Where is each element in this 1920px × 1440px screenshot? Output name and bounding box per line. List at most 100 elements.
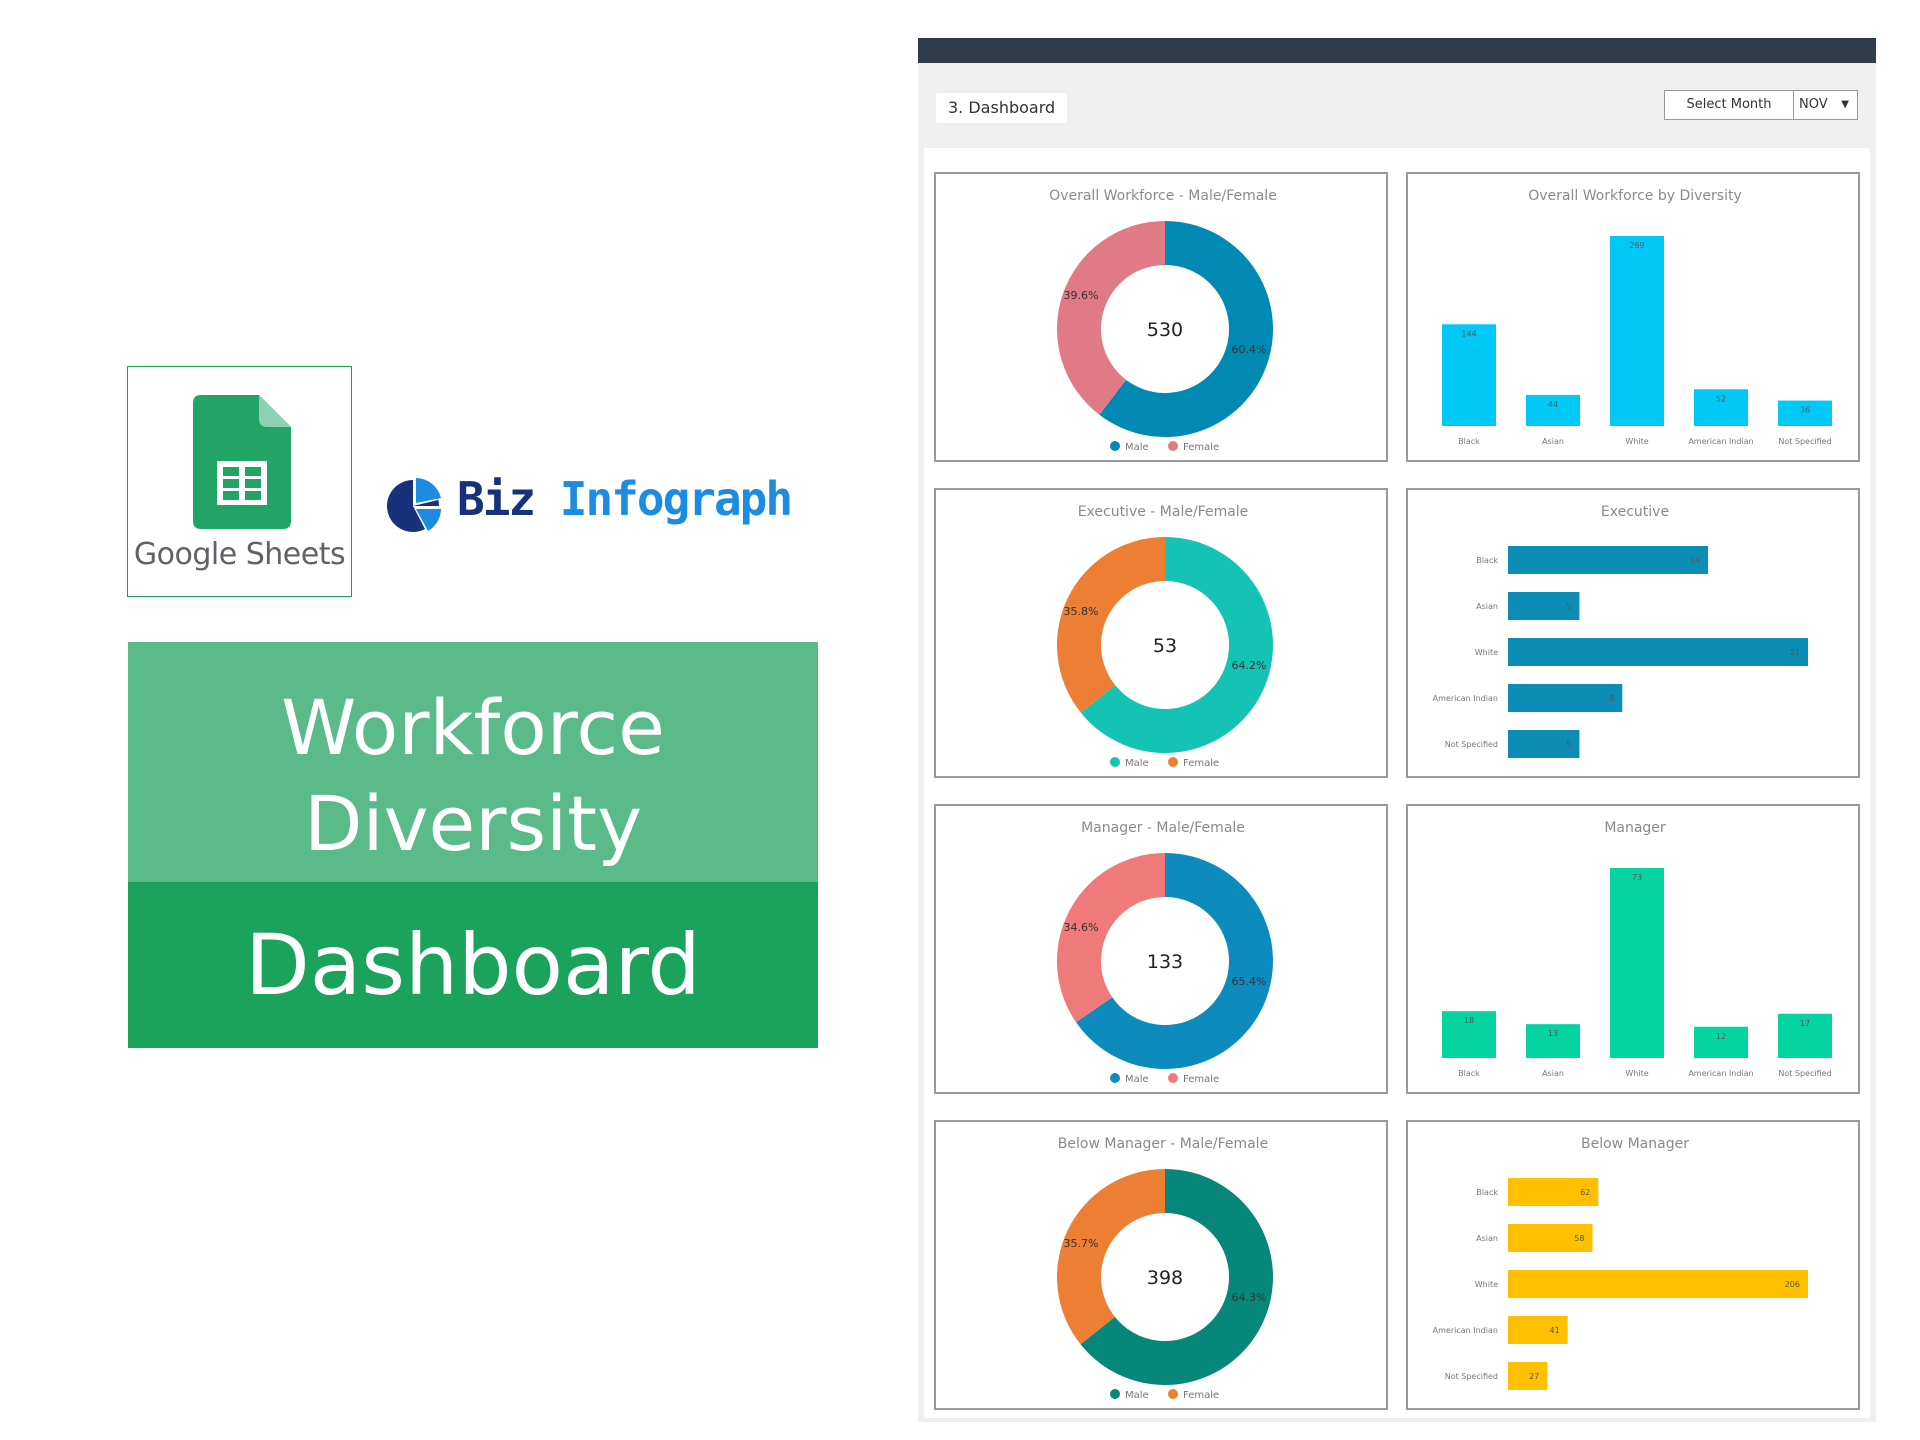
category-label: American Indian bbox=[1433, 1326, 1498, 1335]
chart-panel-overall-gender: Overall Workforce - Male/Female 60.4% 39.6… bbox=[934, 172, 1388, 462]
chart-panel-below-diversity: Below Manager Black 62 Asian 58 White 206 Ameri… bbox=[1406, 1120, 1860, 1410]
donut-slice-female bbox=[1057, 537, 1165, 713]
chart-panel-below-gender: Below Manager - Male/Female 64.3% 35.7% 398… bbox=[934, 1120, 1388, 1410]
donut-slice-female bbox=[1057, 1169, 1165, 1345]
category-label: Not Specified bbox=[1445, 1372, 1498, 1381]
chart-title: Executive bbox=[1601, 504, 1669, 520]
chart-title: Executive - Male/Female bbox=[1078, 504, 1249, 520]
month-selector-value[interactable]: NOV bbox=[1799, 97, 1828, 112]
month-selector-label: Select Month bbox=[1665, 91, 1794, 119]
chart-title: Overall Workforce - Male/Female bbox=[1049, 188, 1277, 204]
slice-percent-label: 35.7% bbox=[1064, 1237, 1099, 1250]
donut-center-total: 530 bbox=[1147, 319, 1183, 341]
month-selector[interactable]: Select Month NOV ▼ bbox=[1664, 90, 1858, 120]
bar bbox=[1508, 684, 1623, 712]
donut-slice-female bbox=[1057, 221, 1165, 415]
category-label: Not Specified bbox=[1445, 740, 1498, 749]
legend-male-label: Male bbox=[1125, 442, 1149, 453]
sheet-tab-dashboard[interactable]: 3. Dashboard bbox=[936, 93, 1068, 123]
chart-svg: Overall Workforce - Male/Female 60.4% 39.6… bbox=[1049, 188, 1277, 453]
title-banner-bottom: Dashboard bbox=[128, 882, 818, 1048]
biz-infograph-logo: Biz Infograph bbox=[385, 472, 793, 532]
bar-value-label: 73 bbox=[1632, 873, 1642, 882]
category-label: Black bbox=[1476, 556, 1498, 565]
dashboard-screenshot: 3. Dashboard Select Month NOV ▼ Overall … bbox=[918, 38, 1876, 1422]
bar bbox=[1778, 1013, 1832, 1058]
legend-male-marker bbox=[1110, 1389, 1120, 1399]
slice-percent-label: 64.3% bbox=[1232, 1291, 1267, 1304]
category-label: Not Specified bbox=[1778, 437, 1831, 446]
legend-male-label: Male bbox=[1125, 758, 1149, 769]
title-dashboard: Dashboard bbox=[245, 916, 701, 1014]
bar bbox=[1526, 1024, 1580, 1058]
slice-percent-label: 65.4% bbox=[1232, 975, 1267, 988]
spreadsheet-file-icon bbox=[193, 395, 291, 529]
bar bbox=[1508, 546, 1708, 574]
legend-female-marker bbox=[1168, 757, 1178, 767]
bar-value-label: 12 bbox=[1716, 1032, 1726, 1041]
bar bbox=[1694, 389, 1748, 426]
donut-slice-male bbox=[1099, 221, 1273, 437]
donut-slice-male bbox=[1080, 537, 1273, 753]
bar bbox=[1508, 1362, 1548, 1390]
slice-percent-label: 34.6% bbox=[1064, 921, 1099, 934]
bar-value-label: 18 bbox=[1464, 1016, 1474, 1025]
brand-word-infograph: Infograph bbox=[559, 472, 793, 526]
bar-value-label: 8 bbox=[1609, 694, 1614, 703]
chart-svg: Executive - Male/Female 64.2% 35.8% 53 Male F… bbox=[1057, 504, 1273, 769]
legend-male-marker bbox=[1110, 1073, 1120, 1083]
google-sheets-label: Google Sheets bbox=[133, 537, 346, 572]
bar bbox=[1508, 730, 1580, 758]
bar-value-label: 41 bbox=[1550, 1326, 1560, 1335]
bar-value-label: 5 bbox=[1566, 602, 1571, 611]
bar bbox=[1508, 1178, 1599, 1206]
legend-male-marker bbox=[1110, 441, 1120, 451]
google-sheets-logo: Google Sheets bbox=[127, 366, 352, 597]
donut-slice-male bbox=[1080, 1169, 1273, 1385]
slice-percent-label: 35.8% bbox=[1064, 605, 1099, 618]
category-label: American Indian bbox=[1688, 1069, 1753, 1078]
slice-percent-label: 64.2% bbox=[1232, 659, 1267, 672]
chart-svg: Overall Workforce by Diversity 144 Black 44… bbox=[1442, 188, 1832, 446]
chart-svg: Executive Black 14 Asian 5 White 21 American In… bbox=[1433, 504, 1808, 758]
title-diversity: Diversity bbox=[303, 779, 643, 868]
legend-male-marker bbox=[1110, 757, 1120, 767]
chart-svg: Below Manager - Male/Female 64.3% 35.7% 398… bbox=[1057, 1136, 1273, 1401]
bar bbox=[1442, 324, 1496, 426]
donut-slice-male bbox=[1076, 853, 1273, 1069]
chart-panel-area: Overall Workforce - Male/Female 60.4% 39.6… bbox=[924, 148, 1870, 1418]
slice-percent-label: 60.4% bbox=[1232, 343, 1267, 356]
bar-value-label: 269 bbox=[1629, 241, 1644, 250]
bar-value-label: 58 bbox=[1574, 1234, 1584, 1243]
category-label: White bbox=[1475, 1280, 1498, 1289]
title-banner-top: Workforce Diversity bbox=[128, 642, 818, 882]
category-label: Black bbox=[1458, 437, 1480, 446]
bar-value-label: 206 bbox=[1785, 1280, 1800, 1289]
dropdown-caret-icon[interactable]: ▼ bbox=[1841, 99, 1849, 110]
bar-value-label: 13 bbox=[1548, 1029, 1558, 1038]
title-workforce: Workforce bbox=[281, 683, 665, 772]
category-label: Asian bbox=[1542, 437, 1564, 446]
donut-center-total: 133 bbox=[1147, 951, 1183, 973]
category-label: American Indian bbox=[1433, 694, 1498, 703]
category-label: Not Specified bbox=[1778, 1069, 1831, 1078]
brand-word-biz: Biz bbox=[457, 472, 536, 526]
category-label: American Indian bbox=[1688, 437, 1753, 446]
chart-title: Below Manager - Male/Female bbox=[1058, 1136, 1268, 1152]
bar-value-label: 21 bbox=[1790, 648, 1800, 657]
chart-title: Manager bbox=[1604, 820, 1666, 836]
slice-percent-label: 39.6% bbox=[1064, 289, 1099, 302]
bar-value-label: 62 bbox=[1580, 1188, 1590, 1197]
category-label: White bbox=[1475, 648, 1498, 657]
category-label: Asian bbox=[1476, 602, 1498, 611]
category-label: Black bbox=[1476, 1188, 1498, 1197]
chart-panel-mgr-gender: Manager - Male/Female 65.4% 34.6% 133 Male Fe… bbox=[934, 804, 1388, 1094]
legend-female-marker bbox=[1168, 1389, 1178, 1399]
chart-svg: Below Manager Black 62 Asian 58 White 206 Ameri… bbox=[1433, 1136, 1808, 1390]
category-label: White bbox=[1625, 437, 1648, 446]
legend-female-marker bbox=[1168, 1073, 1178, 1083]
bar bbox=[1508, 1224, 1593, 1252]
chart-title: Overall Workforce by Diversity bbox=[1528, 188, 1742, 204]
chart-title: Below Manager bbox=[1581, 1136, 1689, 1152]
legend-female-label: Female bbox=[1183, 758, 1219, 769]
